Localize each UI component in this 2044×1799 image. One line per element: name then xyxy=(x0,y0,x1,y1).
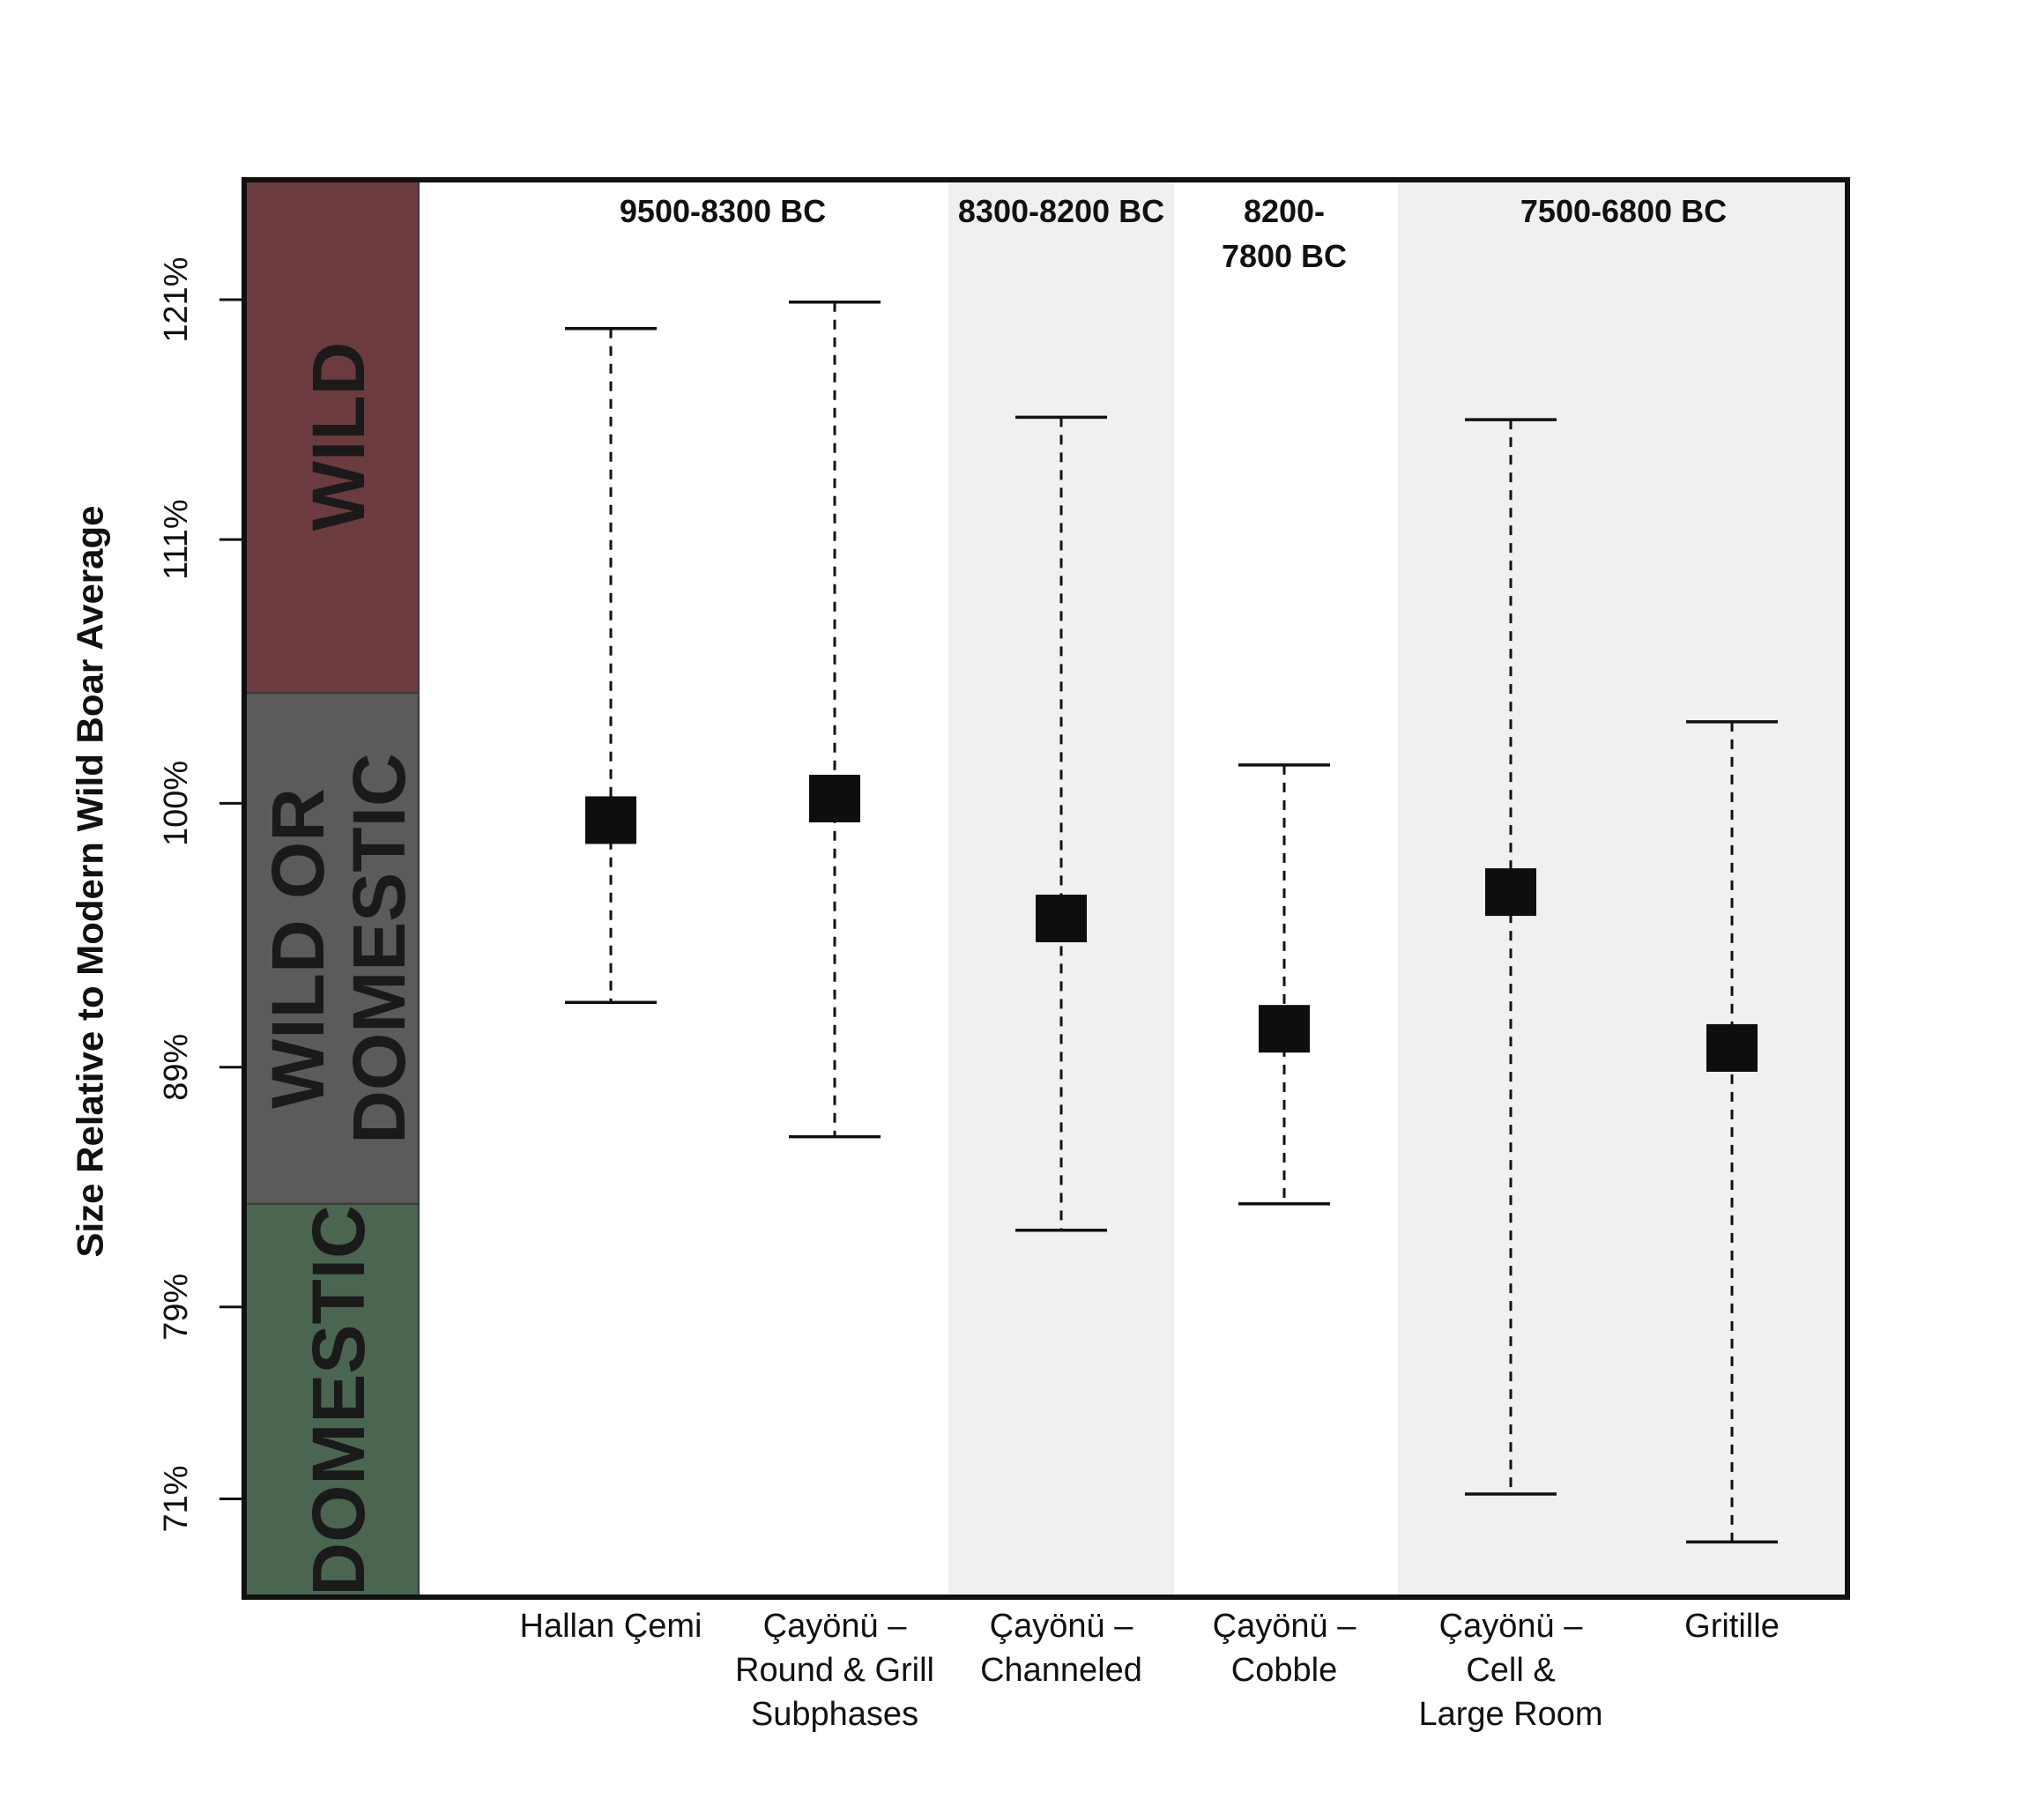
x-tick-label: Çayönü – xyxy=(1213,1608,1357,1645)
y-axis-label: Size Relative to Modern Wild Boar Averag… xyxy=(70,505,111,1257)
mean-markers xyxy=(585,774,1758,1072)
zone-label: WILD xyxy=(297,342,380,532)
x-tick-label: Çayönü – xyxy=(990,1608,1134,1645)
x-tick-label: Çayönü – xyxy=(763,1608,908,1645)
y-tick-label: 89% xyxy=(158,1034,195,1101)
mean-marker xyxy=(1485,868,1536,917)
x-tick-label: Channeled xyxy=(980,1652,1142,1689)
x-axis-labels: Hallan Çemi Çayönü – Round & Grill Subphase… xyxy=(520,1608,1780,1733)
period-label: 8200- xyxy=(1244,193,1325,229)
x-tick-label: Hallan Çemi xyxy=(520,1608,702,1645)
zone-band xyxy=(243,179,420,695)
x-tick-label: Large Room xyxy=(1418,1696,1602,1733)
y-tick-label: 121% xyxy=(158,256,195,342)
zone-label: DOMESTIC xyxy=(297,1205,380,1595)
zone-band xyxy=(243,1202,420,1598)
error-bars xyxy=(565,301,1778,1544)
plot-frame xyxy=(242,177,1850,1600)
zone-label: DOMESTIC xyxy=(338,753,420,1143)
x-tick-label: Cell & xyxy=(1466,1652,1555,1689)
period-shade xyxy=(1398,180,1847,1597)
mean-marker xyxy=(1036,895,1087,943)
y-tick-label: 100% xyxy=(158,761,195,846)
x-tick-label: Çayönü – xyxy=(1439,1608,1584,1645)
y-tick-label: 111% xyxy=(158,499,195,580)
x-tick-label: Cobble xyxy=(1231,1652,1337,1689)
mean-marker xyxy=(1259,1005,1310,1053)
period-label: 9500-8300 BC xyxy=(620,193,826,229)
zone-label: WILD OR xyxy=(256,788,339,1109)
y-axis: 71% 79% 89% 100% 111% 121% xyxy=(158,256,244,1532)
zone-band xyxy=(243,692,420,1205)
y-tick-label: 79% xyxy=(158,1274,195,1341)
period-labels: 9500-8300 BC 8300-8200 BC 8200- 7800 BC 7500… xyxy=(620,193,1727,274)
period-label: 8300-8200 BC xyxy=(958,193,1164,229)
mean-marker xyxy=(585,796,636,844)
y-tick-label: 71% xyxy=(158,1465,195,1532)
x-tick-label: Gritille xyxy=(1684,1608,1780,1645)
period-label: 7800 BC xyxy=(1222,238,1347,274)
period-label: 7500-6800 BC xyxy=(1520,193,1727,229)
x-tick-label: Round & Grill xyxy=(735,1652,934,1689)
mean-marker xyxy=(1706,1023,1758,1072)
period-shade xyxy=(948,180,1174,1597)
mean-marker xyxy=(809,774,860,822)
x-tick-label: Subphases xyxy=(751,1696,918,1733)
period-shading xyxy=(948,180,1847,1597)
